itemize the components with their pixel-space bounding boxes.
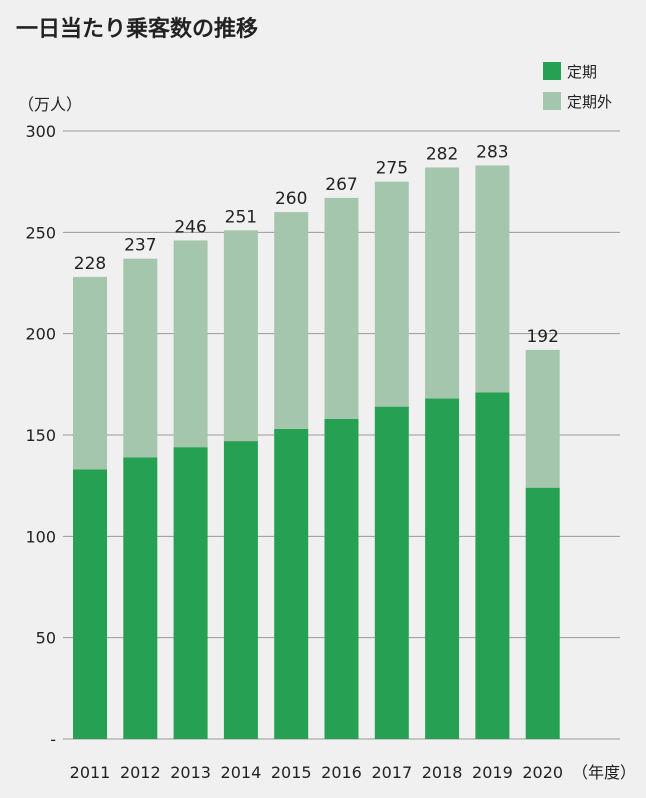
y-axis-ticks: - 50 100 150 200 250 300 <box>25 122 56 749</box>
x-tick-label: 2011 <box>70 763 111 782</box>
y-tick-label: 250 <box>25 223 56 242</box>
x-tick-label: 2017 <box>371 763 412 782</box>
total-label: 260 <box>275 189 307 209</box>
bar-teikigai-2016 <box>324 197 359 419</box>
x-axis-ticks: 2011 2012 2013 2014 2015 2016 2017 2018 2019 2020 <box>70 763 563 782</box>
legend-swatch <box>543 92 561 110</box>
total-label: 275 <box>376 159 408 179</box>
total-label: 228 <box>74 254 106 274</box>
bar-teikigai-2012 <box>123 258 158 458</box>
data-labels: 228 237 246 251 260 267 275 282 283 192 <box>74 142 559 346</box>
bar-teikigai-2013 <box>173 240 208 448</box>
y-axis-label: （万人） <box>18 95 82 114</box>
x-tick-label: 2014 <box>221 763 262 782</box>
bar-teikigai-2018 <box>425 167 460 399</box>
x-tick-label: 2018 <box>422 763 463 782</box>
x-tick-label: 2019 <box>472 763 513 782</box>
x-axis-unit: （年度） <box>572 763 636 782</box>
bar-teiki-2017 <box>374 406 409 739</box>
bar-teiki-2012 <box>123 457 158 739</box>
bars <box>73 165 560 739</box>
x-tick-label: 2013 <box>170 763 211 782</box>
y-tick-label: 100 <box>25 527 56 546</box>
bar-teikigai-2015 <box>274 212 309 429</box>
total-label: 282 <box>426 144 458 164</box>
total-label: 251 <box>225 207 257 227</box>
bar-teiki-2011 <box>73 469 107 739</box>
bar-teiki-2020 <box>525 487 560 739</box>
y-tick-label: 150 <box>25 426 56 445</box>
bar-teiki-2019 <box>475 392 510 739</box>
total-label: 267 <box>325 175 357 195</box>
bar-teiki-2013 <box>173 447 208 739</box>
y-tick-label: 50 <box>36 629 56 648</box>
x-tick-label: 2016 <box>321 763 362 782</box>
bar-teiki-2016 <box>324 418 359 739</box>
y-tick-label: 300 <box>25 122 56 141</box>
total-label: 237 <box>124 236 156 256</box>
x-tick-label: 2012 <box>120 763 161 782</box>
bar-teikigai-2011 <box>73 276 107 470</box>
legend-label: 定期外 <box>567 93 612 111</box>
bar-teiki-2015 <box>274 428 309 739</box>
bar-teikigai-2019 <box>475 165 510 393</box>
total-label: 246 <box>174 217 206 237</box>
legend-label: 定期 <box>567 63 597 81</box>
total-label: 192 <box>526 327 558 347</box>
legend-swatch <box>543 62 561 80</box>
y-tick-label: - <box>50 730 56 749</box>
bar-teikigai-2017 <box>374 181 409 407</box>
chart-title: 一日当たり乗客数の推移 <box>16 16 258 42</box>
bar-teiki-2014 <box>223 441 258 739</box>
bar-teikigai-2020 <box>525 349 560 488</box>
y-tick-label: 200 <box>25 325 56 344</box>
bar-teikigai-2014 <box>223 230 258 442</box>
bar-teiki-2018 <box>425 398 460 739</box>
x-tick-label: 2015 <box>271 763 312 782</box>
total-label: 283 <box>476 142 508 162</box>
x-tick-label: 2020 <box>522 763 563 782</box>
